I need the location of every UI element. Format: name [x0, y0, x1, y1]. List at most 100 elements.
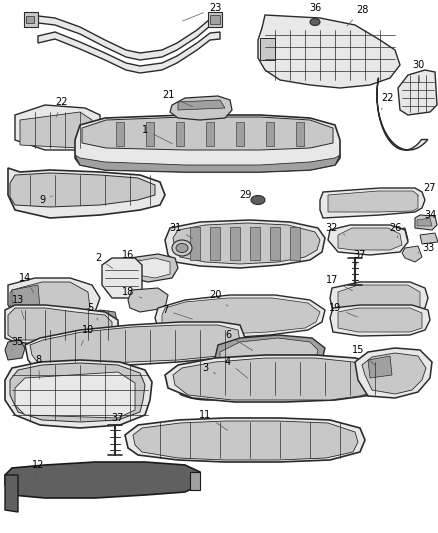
- Polygon shape: [296, 122, 304, 146]
- Polygon shape: [260, 38, 275, 60]
- Text: 1: 1: [142, 125, 173, 144]
- Text: 10: 10: [81, 325, 94, 345]
- Text: 4: 4: [225, 357, 248, 378]
- Polygon shape: [8, 308, 112, 342]
- Polygon shape: [162, 298, 320, 334]
- Ellipse shape: [251, 196, 265, 205]
- Text: 14: 14: [19, 273, 34, 293]
- Polygon shape: [270, 227, 280, 260]
- Polygon shape: [116, 122, 124, 146]
- Text: 8: 8: [35, 355, 41, 379]
- Polygon shape: [5, 340, 25, 360]
- Polygon shape: [5, 360, 152, 428]
- Polygon shape: [5, 475, 18, 512]
- Text: 29: 29: [239, 190, 258, 202]
- Polygon shape: [398, 70, 437, 115]
- Polygon shape: [330, 305, 430, 336]
- Text: 28: 28: [347, 5, 368, 26]
- Polygon shape: [12, 285, 40, 312]
- Polygon shape: [330, 282, 428, 316]
- Polygon shape: [206, 122, 214, 146]
- Text: 30: 30: [412, 60, 424, 82]
- Text: 21: 21: [162, 90, 192, 107]
- Polygon shape: [15, 105, 100, 150]
- Text: 12: 12: [32, 460, 44, 479]
- Text: 33: 33: [418, 243, 434, 253]
- Polygon shape: [368, 356, 392, 378]
- Text: 5: 5: [87, 303, 98, 320]
- Polygon shape: [75, 115, 340, 172]
- Text: 34: 34: [424, 210, 436, 220]
- Polygon shape: [215, 335, 325, 372]
- Polygon shape: [328, 191, 418, 212]
- Polygon shape: [155, 295, 325, 338]
- Polygon shape: [362, 353, 426, 394]
- Polygon shape: [133, 421, 358, 460]
- Polygon shape: [415, 215, 437, 230]
- Polygon shape: [10, 173, 155, 207]
- Text: 7: 7: [162, 305, 192, 319]
- Polygon shape: [210, 227, 220, 260]
- Text: 18: 18: [122, 287, 142, 298]
- Polygon shape: [26, 16, 34, 23]
- Polygon shape: [82, 117, 333, 150]
- Text: 31: 31: [169, 223, 193, 239]
- Polygon shape: [10, 363, 145, 422]
- Polygon shape: [250, 227, 260, 260]
- Ellipse shape: [172, 240, 192, 256]
- Polygon shape: [165, 355, 392, 402]
- Polygon shape: [190, 227, 200, 260]
- Text: 22: 22: [381, 93, 394, 110]
- Polygon shape: [5, 462, 200, 498]
- Polygon shape: [355, 348, 432, 398]
- Text: 32: 32: [326, 223, 345, 235]
- Polygon shape: [20, 112, 92, 148]
- Polygon shape: [236, 122, 244, 146]
- Text: 3: 3: [202, 363, 215, 374]
- Polygon shape: [88, 310, 118, 330]
- Text: 13: 13: [12, 295, 24, 319]
- Polygon shape: [258, 15, 400, 88]
- Text: 35: 35: [12, 337, 24, 350]
- Polygon shape: [420, 233, 438, 244]
- Polygon shape: [338, 308, 422, 332]
- Polygon shape: [102, 258, 142, 298]
- Text: 37: 37: [354, 250, 366, 265]
- Polygon shape: [290, 227, 300, 260]
- Polygon shape: [230, 227, 240, 260]
- Polygon shape: [208, 12, 222, 27]
- Text: 36: 36: [309, 3, 321, 20]
- Text: 11: 11: [199, 410, 228, 431]
- Polygon shape: [25, 322, 245, 372]
- Polygon shape: [377, 78, 428, 150]
- Text: 27: 27: [417, 183, 436, 197]
- Polygon shape: [8, 278, 100, 325]
- Text: 20: 20: [209, 290, 228, 306]
- Polygon shape: [146, 122, 154, 146]
- Polygon shape: [417, 218, 432, 226]
- Polygon shape: [75, 155, 340, 172]
- Polygon shape: [8, 168, 165, 218]
- Polygon shape: [173, 358, 385, 400]
- Text: 16: 16: [122, 250, 142, 261]
- Text: 37: 37: [112, 413, 124, 429]
- Polygon shape: [128, 288, 168, 312]
- Polygon shape: [30, 325, 240, 368]
- Polygon shape: [178, 100, 225, 110]
- Polygon shape: [220, 338, 318, 368]
- Polygon shape: [24, 12, 38, 27]
- Ellipse shape: [310, 19, 320, 26]
- Polygon shape: [338, 228, 402, 250]
- Polygon shape: [5, 305, 118, 345]
- Polygon shape: [125, 418, 365, 462]
- Polygon shape: [215, 298, 250, 320]
- Text: 17: 17: [326, 275, 353, 290]
- Text: 19: 19: [329, 303, 357, 317]
- Ellipse shape: [176, 244, 188, 253]
- Polygon shape: [266, 122, 274, 146]
- Polygon shape: [173, 223, 320, 264]
- Text: 2: 2: [95, 253, 113, 269]
- Polygon shape: [388, 228, 408, 245]
- Text: 6: 6: [225, 330, 253, 351]
- Polygon shape: [190, 472, 200, 490]
